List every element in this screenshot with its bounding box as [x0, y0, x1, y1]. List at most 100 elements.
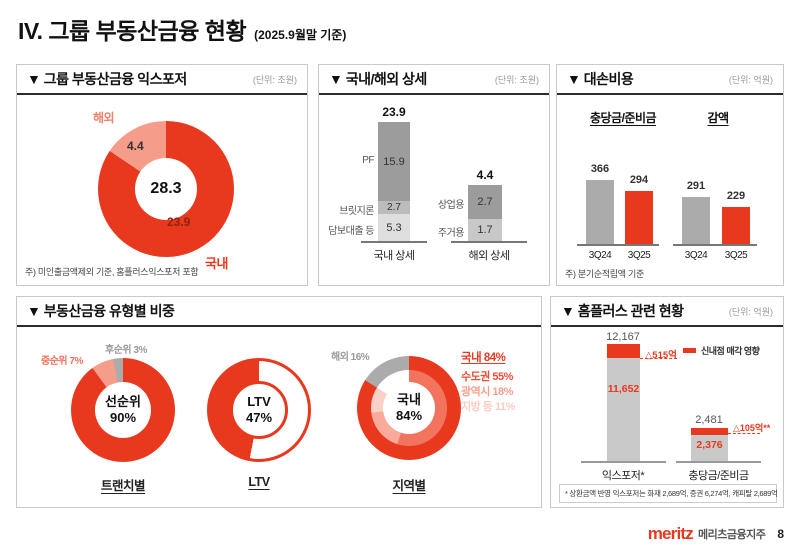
overseas-seg-residential: 1.7	[468, 219, 502, 241]
domestic-seg-collateral-value: 5.3	[386, 221, 402, 234]
panel-credit-cost-title: ▼ 대손비용	[567, 71, 634, 87]
exposure-footnote: 주) 미인출금액제외 기준, 홈플러스익스포저 포함	[25, 267, 199, 277]
domestic-axis-label: 국내 상세	[373, 250, 415, 262]
panel-group-exposure-header: ▼ 그룹 부동산금융 익스포저 (단위: 조원)	[17, 65, 307, 95]
panel-detail-unit: (단위: 조원)	[494, 74, 539, 85]
panel-credit-cost: ▼ 대손비용 (단위: 억원) 충당금/준비금 감액 366 294 291 2…	[556, 64, 784, 286]
panel-detail-header: ▼ 국내/해외 상세 (단위: 조원)	[319, 65, 549, 95]
domestic-axis-line	[361, 241, 427, 243]
impairment-3q25-value: 229	[726, 190, 746, 202]
page-title-text: IV. 그룹 부동산금융 현황	[18, 18, 247, 44]
domestic-seg-pf-label: PF	[362, 155, 374, 166]
region-donut-chart: 국내 84%	[357, 356, 461, 460]
panel-detail-title: ▼ 국내/해외 상세	[329, 71, 427, 87]
page-number: 8	[777, 527, 784, 541]
page-title-date: (2025.9월말 기준)	[254, 28, 347, 42]
homeplus-exposure-base-value: 11,652	[607, 383, 640, 395]
overseas-seg-commercial-label: 상업용	[437, 200, 465, 211]
panel-credit-cost-unit: (단위: 억원)	[728, 74, 773, 85]
page-title: IV. 그룹 부동산금융 현황 (2025.9월말 기준)	[18, 12, 346, 46]
homeplus-provision-axis-line	[676, 461, 761, 463]
homeplus-provision-base-seg	[691, 435, 728, 461]
overseas-seg-commercial: 2.7	[468, 185, 502, 219]
region-donut-center: 국내 84%	[383, 382, 435, 434]
overseas-stacked-bar: 2.7 1.7	[468, 185, 502, 241]
homeplus-provision-axis-label: 충당금/준비금	[688, 470, 749, 482]
homeplus-exposure-base-seg	[607, 358, 640, 461]
panel-group-exposure: ▼ 그룹 부동산금융 익스포저 (단위: 조원) 28.3 해외 4.4 23.…	[16, 64, 308, 286]
overseas-seg-commercial-value: 2.7	[477, 196, 493, 208]
domestic-seg-bridge-label: 브릿지론	[339, 206, 374, 217]
ltv-donut-center: LTV 47%	[230, 381, 288, 439]
domestic-value: 23.9	[167, 215, 191, 229]
overseas-value: 4.4	[127, 139, 144, 153]
homeplus-exposure-axis-line	[581, 461, 666, 463]
panel-type-breakdown-title: ▼ 부동산금융 유형별 비중	[27, 303, 175, 319]
provision-3q25-value: 294	[629, 174, 649, 186]
region-legend-domestic: 국내 84%	[461, 352, 506, 364]
overseas-total: 4.4	[476, 168, 494, 182]
region-legend-seoul: 수도권 55%	[461, 371, 513, 383]
exposure-donut-center: 28.3	[135, 158, 197, 220]
homeplus-exposure-total: 12,167	[606, 331, 640, 343]
homeplus-provision-total: 2,481	[695, 414, 723, 426]
provision-3q24-bar	[586, 180, 614, 244]
footer-company-name: 메리츠금융지주	[697, 529, 766, 541]
provision-3q25-label: 3Q25	[627, 250, 651, 261]
ltv-donut-chart: LTV 47%	[207, 358, 311, 462]
footer: meritz 메리츠금융지주 8	[648, 524, 784, 544]
panel-homeplus-unit: (단위: 억원)	[728, 306, 773, 317]
tranche-center-value: 90%	[109, 410, 137, 425]
homeplus-footnote: * 상환금액 반영 익스포저는 화재 2,689억, 증권 6,274억, 캐피…	[559, 484, 778, 503]
panel-credit-cost-header: ▼ 대손비용 (단위: 억원)	[557, 65, 783, 95]
domestic-seg-pf-value: 15.9	[383, 155, 405, 168]
overseas-seg-residential-label: 주거용	[437, 228, 465, 239]
provision-3q25-bar	[625, 191, 653, 244]
domestic-seg-bridge: 2.7	[378, 201, 410, 214]
panel-homeplus-header: ▼ 홈플러스 관련 현황 (단위: 억원)	[551, 297, 783, 327]
panel-detail: ▼ 국내/해외 상세 (단위: 조원) 23.9 15.9 2.7 5.3 PF…	[318, 64, 550, 286]
tranche-donut-chart: 선순위 90%	[71, 358, 175, 462]
region-legend-other: 지방 등 11%	[461, 401, 515, 413]
homeplus-legend-text: 신내점 매각 영향	[701, 346, 760, 356]
ltv-center-label: LTV	[247, 393, 271, 409]
provision-axis-line	[577, 244, 659, 246]
homeplus-exposure-delta-leader	[640, 358, 677, 359]
overseas-axis-label: 해외 상세	[468, 250, 510, 262]
homeplus-exposure-delta-seg	[607, 344, 640, 358]
impairment-3q25-label: 3Q25	[724, 250, 748, 261]
homeplus-exposure-axis-label: 익스포저*	[601, 470, 645, 482]
region-center-value: 84%	[395, 408, 423, 423]
domestic-seg-collateral: 5.3	[378, 214, 410, 241]
domestic-label: 국내	[205, 256, 228, 271]
meritz-logo: meritz	[647, 524, 694, 543]
tranche-mezzanine-callout: 중순위 7%	[41, 356, 83, 367]
region-legend-metro: 광역시 18%	[461, 386, 513, 398]
tranche-donut-center: 선순위 90%	[95, 382, 151, 438]
homeplus-provision-bar	[691, 428, 728, 461]
ltv-center-value: 47%	[245, 410, 273, 425]
domestic-seg-collateral-label: 담보대출 등	[328, 226, 374, 237]
provision-3q24-value: 366	[590, 163, 610, 175]
panel-type-breakdown: ▼ 부동산금융 유형별 비중 중순위 7% 후순위 3% 선순위 90% 트랜치…	[16, 296, 542, 508]
tranche-axis-label: 트랜치별	[100, 479, 146, 493]
homeplus-legend: 신내점 매각 영향	[683, 344, 760, 357]
homeplus-provision-base-value: 2,376	[696, 439, 723, 451]
domestic-seg-bridge-value: 2.7	[387, 202, 401, 213]
overseas-seg-residential-value: 1.7	[477, 224, 493, 236]
homeplus-provision-delta-seg	[691, 428, 728, 435]
exposure-total-value: 28.3	[150, 180, 182, 197]
ltv-axis-label: LTV	[248, 475, 270, 489]
homeplus-provision-delta-label: △105억**	[733, 423, 771, 433]
provision-group-title: 충당금/준비금	[589, 111, 657, 125]
panel-homeplus-title: ▼ 홈플러스 관련 현황	[561, 303, 684, 319]
credit-cost-footnote: 주) 분기순적립액 기준	[565, 269, 644, 279]
overseas-axis-line	[451, 241, 527, 243]
panel-group-exposure-title: ▼ 그룹 부동산금융 익스포저	[27, 71, 187, 87]
domestic-stacked-bar: 15.9 2.7 5.3	[378, 122, 410, 241]
impairment-axis-line	[673, 244, 757, 246]
impairment-3q24-value: 291	[686, 180, 706, 192]
overseas-label: 해외	[93, 111, 115, 125]
panel-homeplus: ▼ 홈플러스 관련 현황 (단위: 억원) 12,167 11,652 △515…	[550, 296, 784, 508]
